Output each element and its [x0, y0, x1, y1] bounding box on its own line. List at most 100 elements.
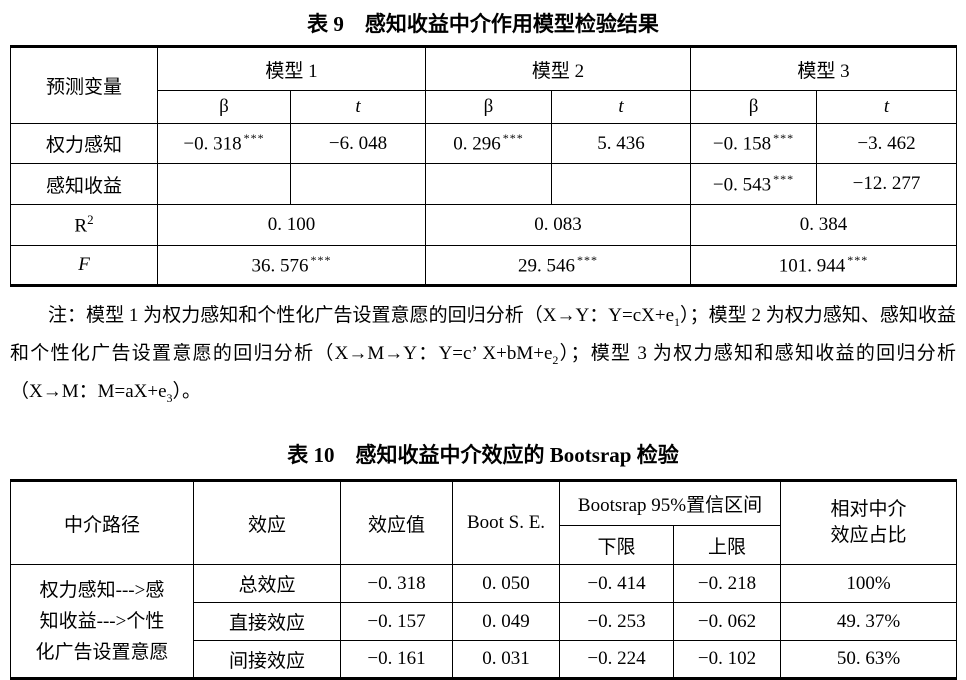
cell-value: 101. 944: [778, 255, 846, 277]
significance-stars: ***: [577, 252, 599, 267]
table10-cell: −0. 253: [559, 602, 674, 642]
table9-header-t-m1: t: [289, 90, 427, 124]
table9-cell: −12. 277: [816, 163, 958, 205]
significance-stars: ***: [847, 252, 869, 267]
table10-cell: 总效应: [193, 564, 341, 604]
table9-cell: −6. 048: [289, 123, 427, 164]
table10-header-path: 中介路径: [10, 480, 194, 566]
table10-cell: −0. 224: [559, 640, 674, 680]
table9-cell-empty: [425, 163, 553, 205]
cell-value: 0. 296: [453, 133, 501, 155]
table9-note: 注：模型 1 为权力感知和个性化广告设置意愿的回归分析（X→Y：Y=cX+e1）…: [10, 300, 956, 413]
table10-path-cell: 权力感知--->感 知收益--->个性 化广告设置意愿: [10, 564, 194, 680]
table10-cell: 0. 050: [452, 564, 560, 604]
table9-cell: −0. 318 ***: [157, 123, 291, 164]
note-text: ）。: [172, 380, 202, 402]
table9-cell: 36. 576 ***: [156, 245, 427, 286]
table9-row-r2-label: R2: [10, 204, 158, 246]
table10-header-row2: 下限 上限: [11, 525, 957, 566]
table10-cell: 49. 37%: [780, 602, 957, 642]
table9-header-beta-m2: β: [425, 90, 553, 124]
note-text: ）；模型 2 为权力感知、感知收益和个性化广告设置意愿的回归分析（X→M→Y：Y…: [10, 305, 956, 364]
table9-cell: −0. 158 ***: [690, 123, 818, 164]
table9-header-predictor: 预测变量: [10, 46, 158, 124]
table9-cell: 0. 384: [690, 204, 958, 246]
table9-header-row-models: 预测变量 模型 1 模型 2 模型 3: [10, 46, 958, 124]
significance-stars: ***: [243, 131, 265, 146]
note-subscript: 3: [166, 390, 173, 405]
table9: 预测变量 模型 1 模型 2 模型 3 β t β t β t 权力感知 −0.…: [10, 45, 958, 287]
table9-cell: 0. 296 ***: [425, 123, 553, 164]
table10-cell: −0. 161: [340, 640, 453, 680]
table10-header-boot-se: Boot S. E.: [452, 480, 560, 566]
table9-header-beta-m1: β: [157, 90, 291, 124]
significance-stars: ***: [773, 171, 795, 186]
table9-cell: 29. 546 ***: [425, 245, 692, 286]
table9-row-f-label: F: [10, 245, 158, 286]
table10-cell: 50. 63%: [780, 640, 957, 680]
table9-cell-empty: [157, 163, 291, 205]
table9-cell: 101. 944 ***: [690, 245, 958, 286]
cell-value: 29. 546: [518, 255, 576, 277]
page: 表 9 感知收益中介作用模型检验结果 预测变量 模型 1 模型 2 模型 3 β…: [0, 12, 966, 680]
table9-row-benefit-label: 感知收益: [10, 163, 158, 205]
ratio-label-line1: 相对中介: [830, 499, 907, 521]
table10-cell: 间接效应: [193, 640, 341, 680]
table9-cell: −0. 543 ***: [690, 163, 818, 205]
table10-header-ci: Bootsrap 95%置信区间: [559, 480, 781, 527]
table10-header-value: 效应值: [340, 480, 453, 566]
table9-cell-empty: [289, 163, 427, 205]
table10-cell: 0. 049: [452, 602, 560, 642]
table9-header-t-m2: t: [551, 90, 692, 124]
table10-cell: −0. 218: [673, 564, 781, 604]
table10-header-ratio: 相对中介 效应占比: [780, 480, 957, 566]
table10: 中介路径 效应 效应值 Boot S. E. Bootsrap 95%置信区间 …: [10, 479, 957, 680]
table-row: 权力感知--->感 知收益--->个性 化广告设置意愿 总效应 −0. 318 …: [10, 564, 957, 680]
significance-stars: ***: [310, 252, 332, 267]
table-row: R2 0. 100 0. 083 0. 384: [10, 204, 958, 246]
table9-header-beta-m3: β: [690, 90, 818, 124]
note-text: ）；模型 3 为权力感知和感知收益的回归分析（X→M：M=aX+e: [10, 342, 956, 402]
table-row: 感知收益 −0. 543 *** −12. 277: [10, 163, 958, 205]
table10-title: 表 10 感知收益中介效应的 Bootsrap 检验: [287, 443, 679, 468]
table10-header-effect: 效应: [193, 480, 341, 566]
note-subscript: 2: [552, 352, 559, 367]
note-text: 注：模型 1 为权力感知和个性化广告设置意愿的回归分析（X→Y：Y=cX+e: [48, 305, 675, 326]
table10-cell: −0. 414: [559, 564, 674, 604]
table10-cell: 直接效应: [193, 602, 341, 642]
significance-stars: ***: [502, 131, 524, 146]
cell-value: 36. 576: [251, 255, 309, 277]
path-line3: 化广告设置意愿: [35, 641, 169, 663]
cell-value: −0. 318: [183, 133, 242, 155]
table9-row-power-label: 权力感知: [10, 123, 158, 164]
table-row: F 36. 576 *** 29. 546 *** 101. 944 ***: [10, 245, 958, 286]
table9-cell: −3. 462: [816, 123, 958, 164]
table-row: 直接效应 −0. 157 0. 049 −0. 253 −0. 062 49. …: [11, 602, 957, 642]
path-line2: 知收益--->个性: [39, 610, 165, 632]
path-line1: 权力感知--->感: [39, 579, 165, 601]
table10-cell: 0. 031: [452, 640, 560, 680]
table10-cell: −0. 062: [673, 602, 781, 642]
table9-header-t-m3: t: [816, 90, 958, 124]
table10-cell: −0. 318: [340, 564, 453, 604]
table10-cell: −0. 157: [340, 602, 453, 642]
table9-title: 表 9 感知收益中介作用模型检验结果: [307, 12, 659, 36]
ratio-label-line2: 效应占比: [830, 525, 907, 547]
significance-stars: ***: [773, 131, 795, 146]
table9-header-model2: 模型 2: [425, 46, 692, 91]
table10-header-upper: 上限: [673, 525, 781, 566]
cell-value: −0. 543: [712, 174, 772, 196]
table10-cell: −0. 102: [673, 640, 781, 680]
table9-cell: 5. 436: [551, 123, 692, 164]
table9-header-row-beta-t: β t β t β t: [11, 90, 958, 124]
table9-cell: 0. 100: [156, 204, 427, 246]
table9-header-model1: 模型 1: [156, 46, 427, 91]
r2-sup: 2: [87, 212, 94, 228]
table9-header-model3: 模型 3: [690, 46, 958, 91]
table10-cell: 100%: [780, 564, 957, 604]
cell-value: −0. 158: [712, 133, 772, 155]
table10-header-row1: 中介路径 效应 效应值 Boot S. E. Bootsrap 95%置信区间 …: [10, 480, 957, 566]
table10-header-lower: 下限: [559, 525, 674, 566]
table-row: 权力感知 −0. 318 *** −6. 048 0. 296 *** 5. 436…: [10, 123, 958, 164]
r2-base: R: [74, 215, 88, 237]
